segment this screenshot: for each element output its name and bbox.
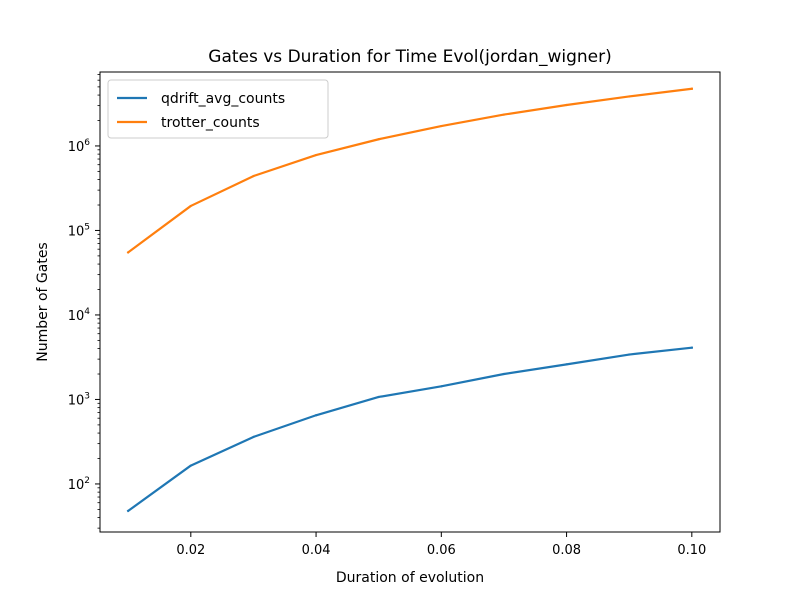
y-tick-base: 10 — [68, 393, 85, 408]
data-point-qdrift_avg_counts — [314, 414, 318, 417]
y-tick-base: 10 — [68, 478, 85, 493]
data-point-trotter_counts — [628, 95, 631, 98]
x-axis-label: Duration of evolution — [336, 570, 484, 586]
data-point-qdrift_avg_counts — [127, 509, 130, 512]
data-point-trotter_counts — [565, 103, 568, 107]
y-tick-base: 10 — [68, 309, 85, 324]
data-point-qdrift_avg_counts — [628, 353, 631, 356]
data-point-trotter_counts — [127, 251, 130, 254]
data-point-qdrift_avg_counts — [252, 435, 255, 439]
x-tick-label: 0.08 — [552, 543, 581, 558]
series-line-trotter_counts — [126, 87, 694, 254]
legend-label-trotter_counts: trotter_counts — [161, 115, 260, 131]
y-tick-exponent: 5 — [84, 222, 90, 232]
y-tick-exponent: 2 — [84, 476, 90, 486]
series-line-qdrift_avg_counts — [126, 346, 694, 513]
data-point-qdrift_avg_counts — [690, 346, 693, 349]
y-tick-label: 102 — [68, 476, 90, 493]
y-tick-base: 10 — [68, 224, 85, 239]
data-point-trotter_counts — [440, 124, 443, 128]
series-lines — [126, 87, 694, 513]
data-point-trotter_counts — [502, 113, 506, 116]
data-point-trotter_counts — [314, 153, 318, 157]
x-tick-label: 0.06 — [427, 543, 456, 558]
data-point-qdrift_avg_counts — [565, 363, 568, 366]
data-point-qdrift_avg_counts — [440, 385, 443, 388]
y-axis-label: Number of Gates — [35, 242, 51, 361]
y-tick-label: 103 — [68, 391, 90, 408]
y-tick-label: 104 — [68, 307, 91, 324]
y-tick-base: 10 — [68, 140, 85, 155]
data-point-trotter_counts — [189, 204, 192, 208]
y-tick-exponent: 3 — [84, 391, 90, 401]
data-point-qdrift_avg_counts — [502, 372, 506, 376]
data-point-qdrift_avg_counts — [377, 395, 380, 399]
y-tick-exponent: 6 — [84, 138, 90, 148]
y-tick-label: 106 — [68, 138, 91, 155]
x-tick-label: 0.04 — [302, 543, 331, 558]
data-point-qdrift_avg_counts — [189, 464, 192, 467]
plot-frame — [99, 71, 721, 533]
x-tick-label: 0.10 — [677, 543, 706, 558]
y-tick-exponent: 4 — [84, 307, 90, 317]
data-point-trotter_counts — [377, 138, 380, 141]
chart-title: Gates vs Duration for Time Evol(jordan_w… — [208, 47, 611, 67]
legend-label-qdrift_avg_counts: qdrift_avg_counts — [161, 91, 285, 107]
legend-box — [107, 79, 329, 139]
data-point-trotter_counts — [252, 174, 255, 178]
y-tick-label: 105 — [68, 222, 90, 239]
x-tick-label: 0.02 — [176, 543, 205, 558]
legend: qdrift_avg_counts trotter_counts — [107, 79, 329, 139]
data-point-trotter_counts — [690, 87, 693, 90]
x-axis: 0.02 0.04 0.06 0.08 0.10 — [176, 532, 706, 558]
